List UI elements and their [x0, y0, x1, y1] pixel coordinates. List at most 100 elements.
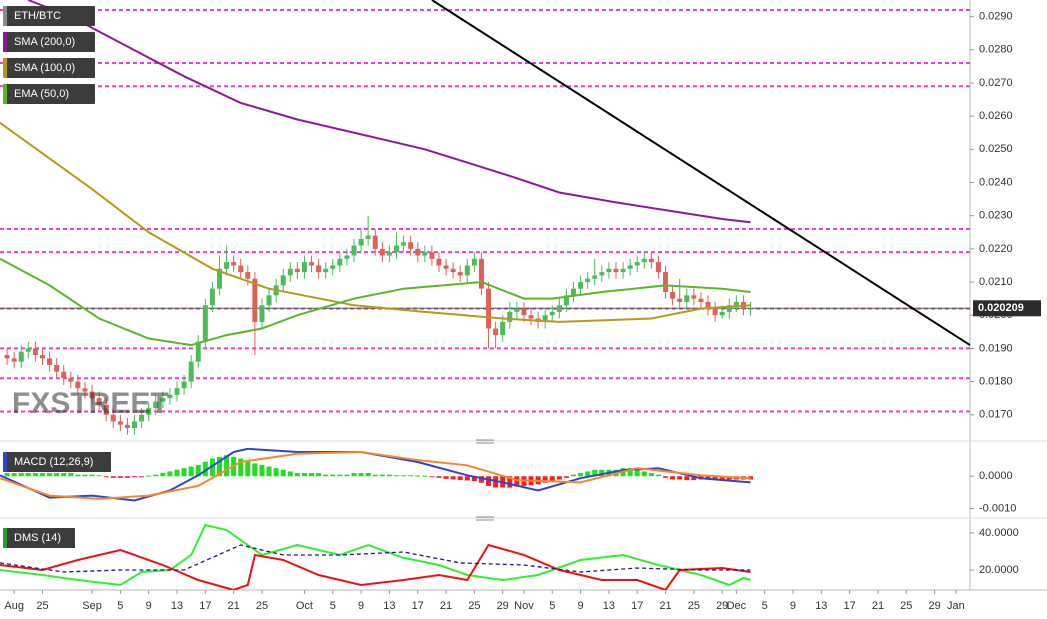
histogram-bar	[712, 476, 718, 480]
histogram-bar	[684, 476, 690, 481]
candle-body	[96, 398, 102, 405]
x-tick-label: 9	[790, 600, 796, 612]
histogram-bar	[542, 476, 548, 483]
indicator-line	[0, 544, 751, 573]
histogram-bar	[372, 474, 378, 477]
candle-body	[160, 398, 166, 402]
histogram-bar	[408, 475, 414, 477]
histogram-bar	[627, 468, 633, 477]
histogram-bar	[202, 461, 208, 477]
x-tick-label: Nov	[514, 600, 534, 612]
trendline	[431, 0, 971, 346]
x-tick-label: 21	[659, 600, 671, 612]
candle-body	[478, 258, 484, 289]
histogram-bar	[429, 476, 435, 478]
candle-body	[648, 258, 654, 263]
candle-body	[677, 298, 683, 302]
histogram-bar	[344, 474, 350, 477]
x-tick-label: 25	[256, 600, 268, 612]
histogram-bar	[103, 476, 109, 478]
histogram-bar	[450, 476, 456, 480]
histogram-bar	[677, 476, 683, 480]
indicator-line	[0, 121, 751, 323]
histogram-bar	[563, 476, 569, 478]
candle-body	[691, 295, 697, 299]
histogram-bar	[11, 473, 17, 477]
x-tick-label: 17	[631, 600, 643, 612]
candle-body	[153, 401, 159, 409]
histogram-bar	[670, 476, 676, 480]
panel	[0, 523, 751, 590]
histogram-bar	[245, 460, 251, 477]
x-tick-label: Aug	[4, 600, 24, 612]
candle-body	[4, 355, 10, 359]
legend-swatch	[3, 6, 7, 26]
candle-body	[726, 305, 732, 312]
panel-handle[interactable]	[476, 516, 494, 521]
candle-body	[663, 272, 669, 292]
y-tick-label: 0.0280	[979, 44, 1013, 56]
histogram-bar	[648, 473, 654, 477]
histogram-bar	[18, 473, 24, 477]
histogram-bar	[309, 473, 315, 477]
histogram-bar	[486, 476, 492, 486]
candle-body	[337, 258, 343, 266]
candle-body	[54, 365, 60, 372]
histogram-bar	[216, 456, 222, 477]
candle-body	[344, 255, 350, 259]
histogram-bar	[457, 476, 463, 481]
candle-body	[139, 414, 145, 422]
candle-body	[358, 238, 364, 246]
histogram-bar	[132, 476, 138, 478]
histogram-bar	[379, 474, 385, 477]
histogram-bar	[82, 474, 88, 477]
indicator-line	[0, 543, 751, 590]
histogram-bar	[514, 476, 520, 487]
histogram-bar	[393, 475, 399, 477]
candle-body	[415, 248, 421, 256]
candle-body	[379, 248, 385, 256]
candle-body	[110, 414, 116, 422]
x-tick-label: Jan	[947, 600, 965, 612]
candle-body	[365, 235, 371, 239]
candle-body	[733, 301, 739, 306]
candle-body	[450, 268, 456, 273]
x-tick-label: 29	[716, 600, 728, 612]
histogram-bar	[54, 473, 60, 477]
last-price-box	[973, 300, 1041, 317]
histogram-bar	[663, 476, 669, 478]
candle-body	[238, 265, 244, 273]
y-tick-label: 0.0290	[979, 10, 1013, 22]
legend-swatch	[3, 528, 7, 548]
histogram-bar	[337, 474, 343, 477]
y-tick-label: 0.0190	[979, 342, 1013, 354]
legend-label: MACD (12,26,9)	[14, 456, 93, 468]
histogram-bar	[556, 476, 562, 480]
candle-body	[627, 265, 633, 269]
x-tick-label: 17	[412, 600, 424, 612]
candle-body	[429, 252, 435, 259]
candle-body	[25, 348, 31, 352]
candle-body	[542, 315, 548, 322]
histogram-bar	[365, 473, 371, 477]
last-price-label: 0.020209	[978, 302, 1024, 314]
legend-label: DMS (14)	[14, 532, 61, 544]
x-tick-label: 5	[762, 600, 768, 612]
histogram-bar	[280, 469, 286, 477]
candle-body	[606, 268, 612, 273]
histogram-bar	[167, 471, 173, 477]
legend-box	[3, 32, 95, 52]
x-tick-label: 21	[872, 600, 884, 612]
candle-body	[280, 275, 286, 286]
y-tick-label: 20.0000	[979, 564, 1019, 576]
y-tick-label: 0.0170	[979, 409, 1013, 421]
x-tick-label: 17	[844, 600, 856, 612]
panel-handle[interactable]	[476, 439, 494, 444]
candle-body	[408, 242, 414, 249]
candle-body	[309, 262, 315, 266]
histogram-bar	[351, 473, 357, 477]
candle-body	[386, 252, 392, 256]
candle-body	[39, 355, 45, 359]
candle-body	[146, 408, 152, 415]
histogram-bar	[471, 476, 477, 482]
